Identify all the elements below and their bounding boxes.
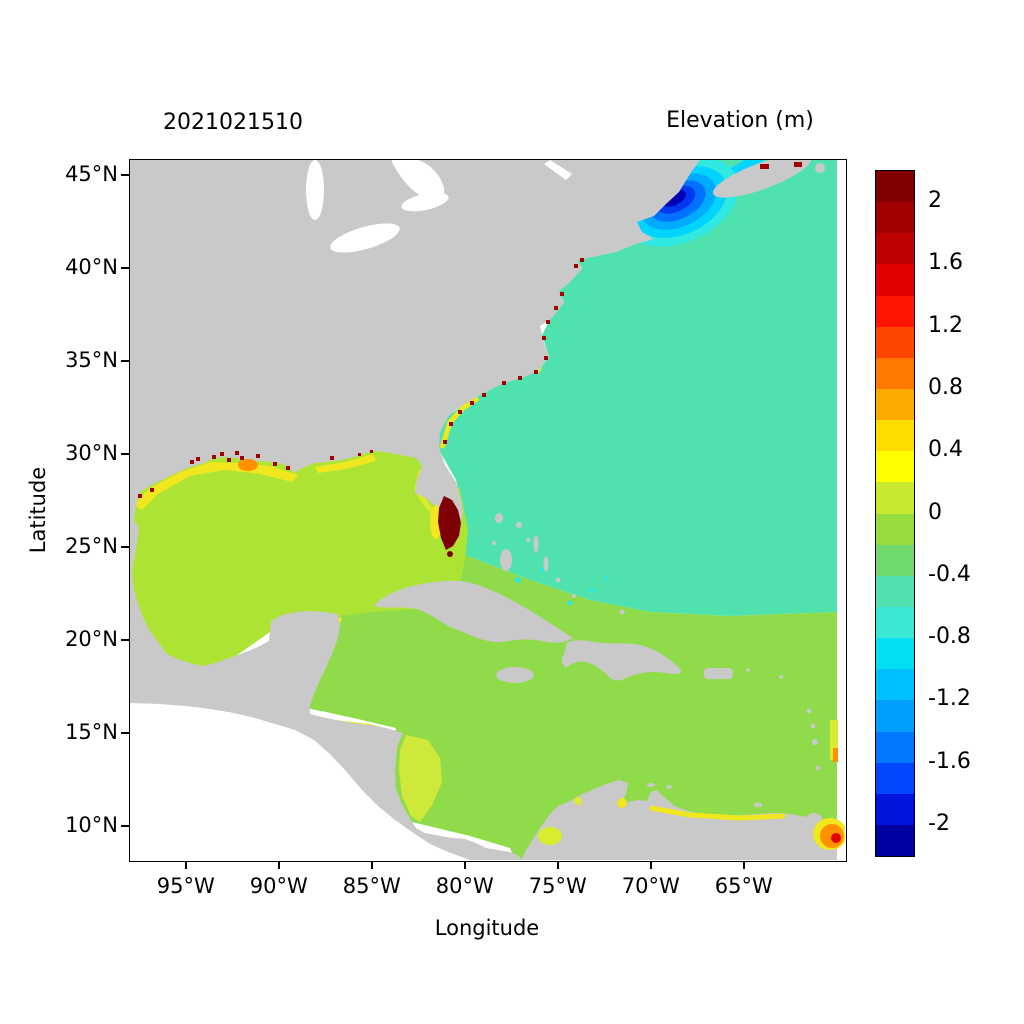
x-tick-label: 70°W xyxy=(621,874,680,898)
y-tick-mark xyxy=(121,545,129,548)
colorbar xyxy=(875,170,915,857)
colorbar-title: Elevation (m) xyxy=(666,108,814,133)
y-tick-mark xyxy=(121,266,129,269)
colorbar-tick-label: -0.4 xyxy=(928,561,971,587)
antilles-edge-orange xyxy=(833,748,838,762)
colorbar-tick-label: -1.2 xyxy=(928,686,971,712)
x-tick-label: 75°W xyxy=(528,874,587,898)
colorbar-segment xyxy=(876,264,914,296)
colorbar-tick-label: 0.8 xyxy=(928,374,963,400)
x-tick-label: 95°W xyxy=(156,874,215,898)
y-tick-label: 35°N xyxy=(65,347,118,372)
panhandle-shelf-fringe xyxy=(315,454,376,473)
timestamp-title: 2021021510 xyxy=(163,110,303,135)
x-tick-mark xyxy=(277,861,280,869)
colorbar-segment xyxy=(876,669,914,701)
colorbar-segment xyxy=(876,731,914,763)
bahamas-islands xyxy=(492,513,625,615)
y-tick-label: 30°N xyxy=(65,440,118,465)
colorbar-tick-label: 1.6 xyxy=(928,250,963,276)
atlantic-region xyxy=(438,160,837,616)
x-tick-mark xyxy=(184,861,187,869)
colorbar-segment xyxy=(876,202,914,234)
puerto-rico-island xyxy=(704,668,733,679)
x-tick-label: 65°W xyxy=(714,874,773,898)
colorbar-segment xyxy=(876,606,914,639)
louisiana-coast-anomalies xyxy=(138,450,373,498)
nicaragua-shelf-patch xyxy=(399,735,442,822)
lesser-antilles-islands xyxy=(647,668,822,825)
colorbar-segment xyxy=(876,700,914,732)
east-coast-marsh-specks xyxy=(443,258,584,444)
south-florida-anomaly xyxy=(430,496,461,557)
colorbar-tick-label: -2 xyxy=(928,810,950,836)
x-tick-label: 80°W xyxy=(435,874,494,898)
texas-shelf-fringe xyxy=(134,462,298,510)
x-tick-mark xyxy=(463,861,466,869)
colorbar-segment xyxy=(876,793,914,825)
colorbar-segment xyxy=(876,575,914,607)
hispaniola-island xyxy=(561,640,682,681)
x-axis-title: Longitude xyxy=(434,916,540,940)
y-tick-mark xyxy=(121,452,129,455)
colorbar-segment xyxy=(876,233,914,265)
elevation-map xyxy=(130,160,845,860)
colorbar-segment xyxy=(876,762,914,794)
north-central-america-land xyxy=(130,160,700,860)
colorbar-segment xyxy=(876,171,914,203)
y-tick-mark xyxy=(121,731,129,734)
y-tick-label: 25°N xyxy=(65,533,118,558)
colorbar-segment xyxy=(876,513,914,545)
y-tick-label: 20°N xyxy=(65,626,118,651)
y-tick-label: 45°N xyxy=(65,161,118,186)
colorbar-segment xyxy=(876,451,914,483)
colorbar-tick-label: 0.4 xyxy=(928,437,963,463)
antilles-edge-streak xyxy=(830,720,838,760)
colorbar-segment xyxy=(876,482,914,514)
colorbar-segment xyxy=(876,638,914,670)
colorbar-segment xyxy=(876,388,914,421)
colorbar-segment xyxy=(876,357,914,389)
colorbar-segment xyxy=(876,295,914,327)
y-tick-label: 15°N xyxy=(65,719,118,744)
y-tick-mark xyxy=(121,638,129,641)
colorbar-segment xyxy=(876,544,914,576)
colorbar-tick-label: 2 xyxy=(928,188,942,214)
x-tick-label: 85°W xyxy=(342,874,401,898)
x-tick-label: 90°W xyxy=(249,874,308,898)
x-tick-mark xyxy=(649,861,652,869)
colorbar-tick-label: 0 xyxy=(928,499,942,525)
x-tick-mark xyxy=(556,861,559,869)
gulf-of-mexico-region xyxy=(130,445,468,682)
bahamas-cyan-specks xyxy=(515,567,608,606)
south-america-land xyxy=(521,780,837,860)
colorbar-segment xyxy=(876,420,914,452)
colorbar-segment xyxy=(876,824,914,857)
great-lakes xyxy=(306,160,572,253)
y-tick-label: 10°N xyxy=(65,812,118,837)
nova-scotia-land xyxy=(712,160,825,198)
jamaica-island xyxy=(496,667,534,683)
y-tick-mark xyxy=(121,824,129,827)
y-tick-mark xyxy=(121,173,129,176)
colorbar-tick-label: -0.8 xyxy=(928,624,971,650)
y-axis-title: Latitude xyxy=(26,466,50,554)
x-tick-mark xyxy=(742,861,745,869)
colorbar-tick-label: -1.6 xyxy=(928,748,971,774)
x-tick-mark xyxy=(370,861,373,869)
y-tick-label: 40°N xyxy=(65,254,118,279)
nova-scotia-red-specks xyxy=(760,162,802,169)
colorbar-segment xyxy=(876,326,914,358)
south-coast-anomalies xyxy=(538,797,845,850)
y-tick-mark xyxy=(121,359,129,362)
colorbar-tick-label: 1.2 xyxy=(928,312,963,338)
cuba-island xyxy=(374,580,573,643)
